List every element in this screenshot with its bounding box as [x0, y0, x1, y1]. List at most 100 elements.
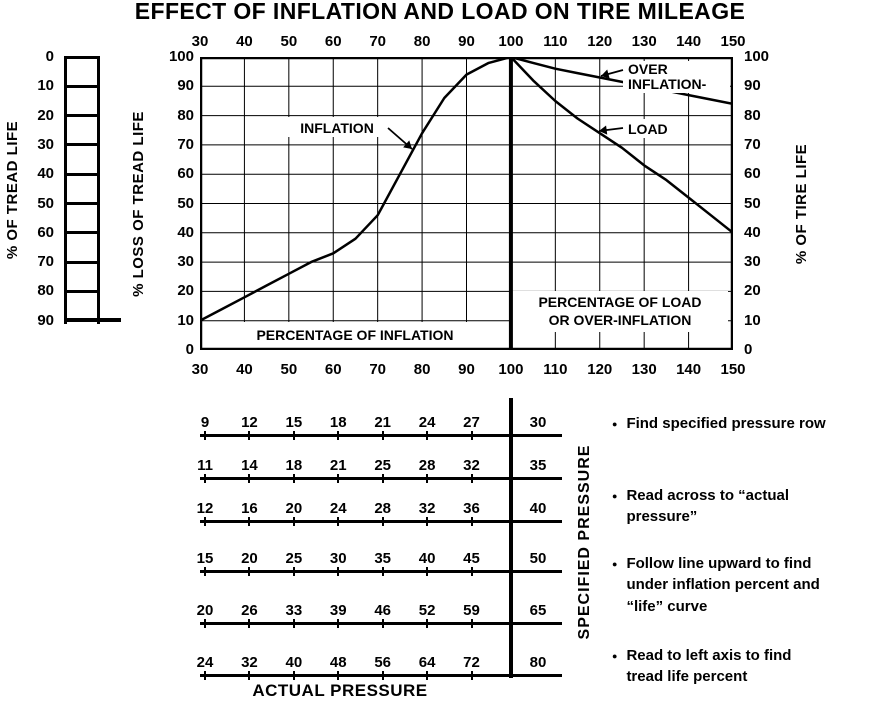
region-label-bg-right	[512, 291, 728, 332]
pressure-row-tick	[470, 431, 473, 440]
x-axis-tick-top: 130	[631, 33, 657, 50]
actual-pressure-value: 21	[329, 457, 347, 474]
y-axis-tick-left-inner: 0	[185, 341, 194, 358]
tread-life-scale-rung	[64, 55, 100, 59]
pressure-row-tick	[426, 619, 429, 628]
inflation-arrow-head	[403, 140, 412, 149]
y-axis-tick-right: 0	[744, 341, 753, 358]
tread-life-scale-rung	[64, 172, 100, 176]
y-axis-tick-left-outer: 20	[37, 106, 54, 124]
y-axis-tick-left-inner: 20	[177, 282, 194, 300]
pressure-row-tick	[337, 431, 340, 440]
pressure-row-tick	[426, 431, 429, 440]
inflation-curve-label: INFLATION	[300, 120, 374, 136]
x-axis-tick-bottom: 70	[369, 361, 386, 378]
pressure-row-tick	[292, 431, 295, 440]
actual-pressure-value: 16	[241, 500, 258, 517]
x-axis-tick-top: 120	[587, 33, 613, 50]
pressure-row-tick	[381, 431, 384, 440]
specified-pressure-axis-title: SPECIFIED PRESSURE	[576, 444, 593, 640]
actual-pressure-value: 30	[329, 550, 347, 567]
bullet-icon: ●	[612, 491, 618, 501]
actual-pressure-value: 39	[329, 602, 347, 619]
actual-pressure-value: 9	[200, 414, 210, 431]
pressure-row-tick	[381, 517, 384, 526]
x-axis-tick-bottom: 120	[587, 361, 613, 378]
actual-pressure-value: 20	[196, 602, 214, 619]
pressure-row-tick	[248, 619, 251, 628]
pressure-row-line	[200, 477, 562, 480]
over-inflation-label-bg	[623, 61, 730, 93]
x-axis-tick-bottom: 100	[498, 361, 524, 378]
y-axis-tick-left-outer: 50	[37, 194, 54, 212]
actual-pressure-value: 32	[418, 500, 436, 517]
actual-pressure-value: 12	[241, 414, 258, 431]
y-axis-tick-right: 30	[744, 253, 761, 271]
pressure-row-tick	[204, 431, 206, 440]
pressure-row-tick	[292, 517, 295, 526]
actual-pressure-value: 25	[285, 550, 303, 567]
tread-life-scale-rung	[64, 289, 100, 293]
pressure-row-tick	[381, 671, 384, 680]
over-inflation-curve-label: INFLATION-	[628, 76, 707, 92]
x-axis-tick-bottom: 30	[191, 361, 209, 378]
pressure-row-line	[200, 674, 562, 677]
pressure-row-tick	[204, 619, 206, 628]
instruction-item: ● Follow line upward to find under infla…	[612, 553, 874, 617]
actual-pressure-value: 11	[197, 457, 213, 474]
x-axis-tick-top: 30	[191, 33, 209, 50]
tread-life-scale-rung	[64, 319, 100, 323]
tread-life-scale-rung	[64, 202, 100, 205]
tread-life-scale-rung	[64, 114, 100, 118]
pressure-row-tick	[337, 517, 340, 526]
load-curve-label: LOAD	[628, 121, 668, 137]
x-axis-tick-top: 90	[458, 33, 475, 50]
pressure-row-line	[200, 520, 562, 523]
specified-pressure-value: 30	[529, 414, 547, 431]
y-axis-tick-left-inner: 80	[177, 106, 194, 124]
pressure-row-tick	[426, 567, 429, 576]
y-axis-tick-right: 100	[744, 48, 770, 65]
over-inflation-arrow-head	[601, 69, 610, 79]
y-axis-tick-right: 70	[744, 135, 761, 153]
actual-pressure-value: 72	[463, 654, 480, 671]
tread-life-scale-rung	[64, 143, 100, 147]
tread-life-scale-rung	[64, 260, 100, 264]
region-label-bg-left	[202, 322, 509, 348]
actual-pressure-value: 15	[196, 550, 214, 567]
actual-pressure-value: 32	[241, 654, 258, 671]
actual-pressure-value: 33	[285, 602, 303, 619]
y-axis-tick-left-outer: 40	[37, 165, 54, 183]
y-axis-tick-left-outer: 70	[37, 253, 54, 271]
plot-border	[200, 57, 733, 350]
left-inner-axis-title: % LOSS OF TREAD LIFE	[130, 111, 147, 297]
bullet-icon: ●	[612, 651, 618, 661]
actual-pressure-value: 32	[463, 457, 480, 474]
x-axis-tick-top: 70	[369, 33, 386, 50]
instruction-item: ● Find specified pressure row	[612, 413, 874, 434]
region-label-load-line2: OR OVER-INFLATION	[549, 312, 692, 328]
x-axis-tick-top: 100	[498, 33, 524, 50]
actual-pressure-value: 27	[463, 414, 480, 431]
pressure-row-tick	[292, 619, 295, 628]
pressure-row-tick	[470, 517, 473, 526]
instruction-text: Find specified pressure row	[626, 415, 826, 432]
pressure-row-tick	[337, 671, 340, 680]
specified-pressure-value: 50	[529, 550, 547, 567]
tread-life-scale-right-rail	[97, 57, 100, 324]
actual-pressure-axis-title: ACTUAL PRESSURE	[252, 681, 428, 700]
specified-pressure-value: 80	[529, 654, 547, 671]
pressure-row-tick	[470, 619, 473, 628]
y-axis-tick-left-inner: 60	[177, 165, 194, 183]
bullet-icon: ●	[612, 559, 618, 569]
inflation-label-bg	[288, 117, 388, 137]
right-axis-title: % OF TIRE LIFE	[793, 143, 810, 265]
pressure-row-tick	[248, 517, 251, 526]
x-axis-tick-bottom: 130	[631, 361, 657, 378]
x-axis-tick-bottom: 90	[458, 361, 475, 378]
actual-pressure-value: 15	[285, 414, 303, 431]
bullet-icon: ●	[612, 419, 618, 429]
actual-pressure-value: 35	[374, 550, 391, 567]
pressure-row-tick	[381, 619, 384, 628]
y-axis-tick-left-outer: 80	[37, 282, 54, 300]
